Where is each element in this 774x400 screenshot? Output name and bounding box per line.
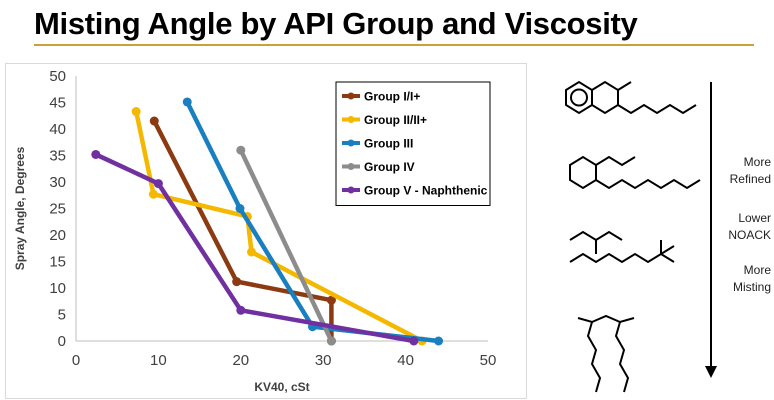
legend-marker xyxy=(347,92,355,100)
legend-box xyxy=(335,81,491,206)
chart-series xyxy=(91,97,444,346)
x-tick-label: 40 xyxy=(397,352,414,369)
title-underline xyxy=(34,44,754,46)
series-point xyxy=(153,179,163,189)
x-tick-label: 0 xyxy=(72,352,80,369)
chart-panel: 0 5 10 15 20 25 30 35 40 45 50 0 10 20 30 40 50 KV40, cSt… xyxy=(5,63,527,399)
legend-label: Group IV xyxy=(364,160,415,174)
series-point xyxy=(149,116,159,126)
slide-title: Misting Angle by API Group and Viscosity xyxy=(34,6,638,41)
label-misting: Misting xyxy=(732,280,771,294)
y-tick-label: 15 xyxy=(49,254,66,271)
molecule-tetralin-icon xyxy=(565,80,697,115)
series-point xyxy=(236,305,246,315)
series-point xyxy=(326,336,336,346)
label-more: More xyxy=(743,155,771,169)
legend-label: Group III xyxy=(364,137,413,151)
series-point xyxy=(91,149,101,159)
legend-marker xyxy=(347,163,355,170)
y-tick-label: 0 xyxy=(58,333,66,350)
series-point xyxy=(326,295,336,305)
legend-marker xyxy=(347,116,355,123)
y-tick-label: 50 xyxy=(49,68,66,85)
series-point xyxy=(236,145,246,155)
series-4 xyxy=(236,145,336,346)
label-refined: Refined xyxy=(729,172,771,186)
legend-marker xyxy=(347,139,355,147)
y-tick-label: 35 xyxy=(49,148,66,165)
series-point xyxy=(434,336,444,346)
series-point xyxy=(131,107,141,117)
y-tick-label: 20 xyxy=(49,227,66,244)
molecule-cyclohexane-icon xyxy=(569,155,701,190)
label-lower-noack: Lower NOACK xyxy=(728,210,771,244)
label-more-2: More xyxy=(743,263,771,277)
x-tick-label: 10 xyxy=(150,352,167,369)
series-point xyxy=(232,277,242,287)
y-axis-title: Spray Angle, Degrees xyxy=(13,146,27,270)
x-tick-label: 30 xyxy=(315,352,332,369)
y-tick-label: 10 xyxy=(49,280,66,297)
series-point xyxy=(409,336,419,346)
legend-label: Group I/I+ xyxy=(364,90,420,104)
series-point xyxy=(235,204,245,213)
legend-marker xyxy=(347,186,355,194)
label-more-misting: More Misting xyxy=(733,262,771,296)
series-point xyxy=(247,247,257,257)
series-point xyxy=(182,97,192,107)
misting-angle-chart: 0 5 10 15 20 25 30 35 40 45 50 0 10 20 30 40 50 KV40, cSt… xyxy=(13,68,496,394)
molecule-polyalphaolefin-icon xyxy=(577,314,635,393)
legend-label: Group V - Naphthenic xyxy=(364,184,488,198)
y-tick-label: 5 xyxy=(58,307,66,324)
y-tick-label: 25 xyxy=(49,201,66,218)
molecule-branched-alkane-icon xyxy=(569,230,675,264)
series-line xyxy=(238,147,334,344)
x-tick-label: 20 xyxy=(232,352,249,369)
label-more-refined: More Refined xyxy=(730,154,771,188)
y-tick-label: 45 xyxy=(49,95,66,112)
molecule-structures xyxy=(565,80,701,393)
x-tick-label: 50 xyxy=(480,352,497,369)
label-lower: Lower xyxy=(738,211,771,225)
y-tick-label: 40 xyxy=(49,121,66,138)
series-line xyxy=(152,118,334,344)
label-noack: NOACK xyxy=(728,228,771,242)
chart-legend: Group I/I+ Group II/II+ Group III Group IV G… xyxy=(335,81,491,206)
legend-label: Group II/II+ xyxy=(364,113,427,127)
y-tick-label: 30 xyxy=(49,174,66,191)
chart-axes: 0 5 10 15 20 25 30 35 40 45 50 0 10 20 30 40 50 KV40, cSt… xyxy=(13,68,496,394)
series-point xyxy=(148,189,158,199)
series-line xyxy=(93,152,417,344)
trend-arrow-line xyxy=(710,82,712,368)
x-axis-title: KV40, cSt xyxy=(254,380,309,394)
arrow-down-icon xyxy=(705,366,717,378)
series-5 xyxy=(91,149,419,346)
